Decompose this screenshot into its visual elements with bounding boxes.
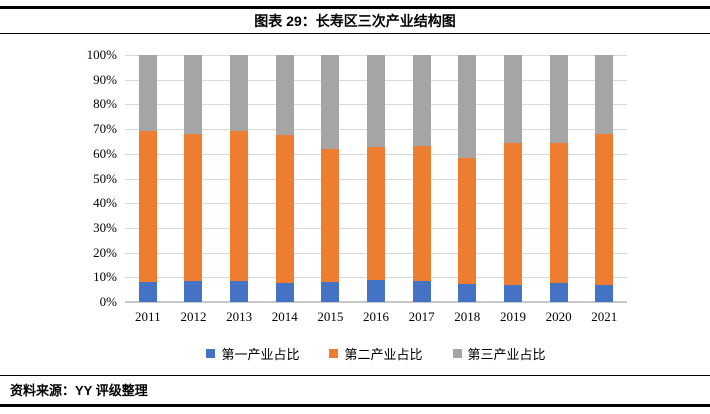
title-divider-rule [0,33,710,34]
bars-container [125,55,627,302]
bar-segment-2015-series0 [321,281,340,302]
legend-swatch-gray-icon [452,348,462,358]
bottom-thick-rule [0,404,710,407]
stacked-bar-2012 [184,55,203,302]
legend-label: 第二产业占比 [344,346,423,362]
bar-segment-2020-series1 [549,143,568,283]
bar-segment-2020-series2 [549,55,568,144]
y-tick-label: 10% [93,269,117,285]
bar-slot-2019 [490,55,536,302]
y-tick-label: 20% [93,244,117,260]
bar-segment-2013-series1 [230,131,249,281]
x-tick-label-2011: 2011 [135,309,161,324]
bar-slot-2012 [171,55,217,302]
stacked-bar-2015 [321,55,340,302]
bar-segment-2018-series2 [458,55,477,158]
bar-segment-2017-series0 [412,281,431,302]
bar-segment-2012-series1 [184,134,203,281]
bar-segment-2020-series0 [549,282,568,302]
gridline-0% [125,301,627,303]
bar-segment-2011-series2 [138,55,157,132]
stacked-bar-2017 [412,55,431,302]
x-tick-label-2018: 2018 [454,309,481,324]
legend-swatch-orange-icon [329,348,339,358]
bar-segment-2021-series2 [595,55,614,135]
bar-segment-2014-series0 [275,282,294,302]
bar-segment-2017-series1 [412,145,431,282]
bar-segment-2019-series0 [503,284,522,302]
x-tick-label-2012: 2012 [180,309,207,324]
bar-segment-2019-series2 [503,55,522,143]
stacked-bar-2018 [458,55,477,302]
chart-title: 图表 29：长寿区三次产业结构图 [254,13,456,29]
y-tick-label: 0% [99,294,117,309]
bar-slot-2013 [216,55,262,302]
y-tick-label: 40% [93,195,117,211]
bar-segment-2017-series2 [412,55,431,146]
bar-segment-2018-series1 [458,157,477,285]
x-tick-label-2016: 2016 [363,309,390,324]
x-tick-label-2015: 2015 [317,309,344,324]
x-tick-label-2017: 2017 [408,309,435,324]
y-tick-label: 90% [93,71,117,87]
bar-segment-2013-series2 [230,55,249,132]
stacked-bar-2021 [595,55,614,302]
bar-slot-2018 [444,55,490,302]
source-note: 资料来源：YY 评级整理 [10,383,148,398]
bar-slot-2014 [262,55,308,302]
bar-slot-2011 [125,55,171,302]
bar-slot-2015 [308,55,354,302]
legend-item-tertiary-industry: 第三产业占比 [452,344,546,363]
x-tick-label-2020: 2020 [545,309,572,324]
y-tick-label: 60% [93,145,117,161]
stacked-bar-2016 [367,55,386,302]
stacked-bar-2020 [549,55,568,302]
legend-label: 第一产业占比 [221,346,300,362]
bar-segment-2016-series2 [367,55,386,148]
source-divider-rule [0,375,710,376]
plot-area [125,55,627,303]
stacked-bar-2011 [138,55,157,302]
bar-segment-2011-series1 [138,131,157,282]
y-tick-label: 80% [93,96,117,112]
bar-segment-2016-series1 [367,147,386,280]
y-tick-label: 100% [86,47,117,62]
bar-segment-2014-series1 [275,134,294,283]
chart-legend: 第一产业占比 第二产业占比 第三产业占比 [125,344,627,362]
bar-segment-2021-series1 [595,134,614,285]
top-thick-rule [0,6,710,9]
bar-segment-2015-series1 [321,148,340,282]
bar-segment-2013-series0 [230,280,249,302]
x-tick-label-2021: 2021 [591,309,618,324]
bar-segment-2021-series0 [595,284,614,302]
bar-segment-2012-series2 [184,55,203,135]
bar-segment-2015-series2 [321,55,340,149]
bar-segment-2012-series0 [184,280,203,302]
bar-slot-2020 [536,55,582,302]
bar-segment-2011-series0 [138,281,157,302]
legend-swatch-blue-icon [206,348,216,358]
bar-segment-2018-series0 [458,284,477,302]
bar-segment-2014-series2 [275,55,294,135]
y-tick-label: 70% [93,121,117,137]
bar-segment-2019-series1 [503,142,522,285]
stacked-bar-2019 [503,55,522,302]
legend-item-primary-industry: 第一产业占比 [206,344,299,363]
x-axis-labels: 2011 2012 2013 2014 2015 2016 2017 2018 2019 2020… [125,309,627,327]
bar-segment-2016-series0 [367,279,386,302]
x-tick-label-2013: 2013 [226,309,253,324]
bar-slot-2017 [399,55,445,302]
stacked-bar-2014 [275,55,294,302]
y-tick-label: 50% [93,170,117,186]
stacked-bar-2013 [230,55,249,302]
bar-slot-2016 [353,55,399,302]
x-tick-label-2019: 2019 [499,309,526,324]
bar-slot-2021 [581,55,627,302]
y-tick-label: 30% [93,219,117,235]
legend-label: 第三产业占比 [467,346,546,362]
legend-item-secondary-industry: 第二产业占比 [329,344,423,363]
x-tick-label-2014: 2014 [271,309,298,324]
